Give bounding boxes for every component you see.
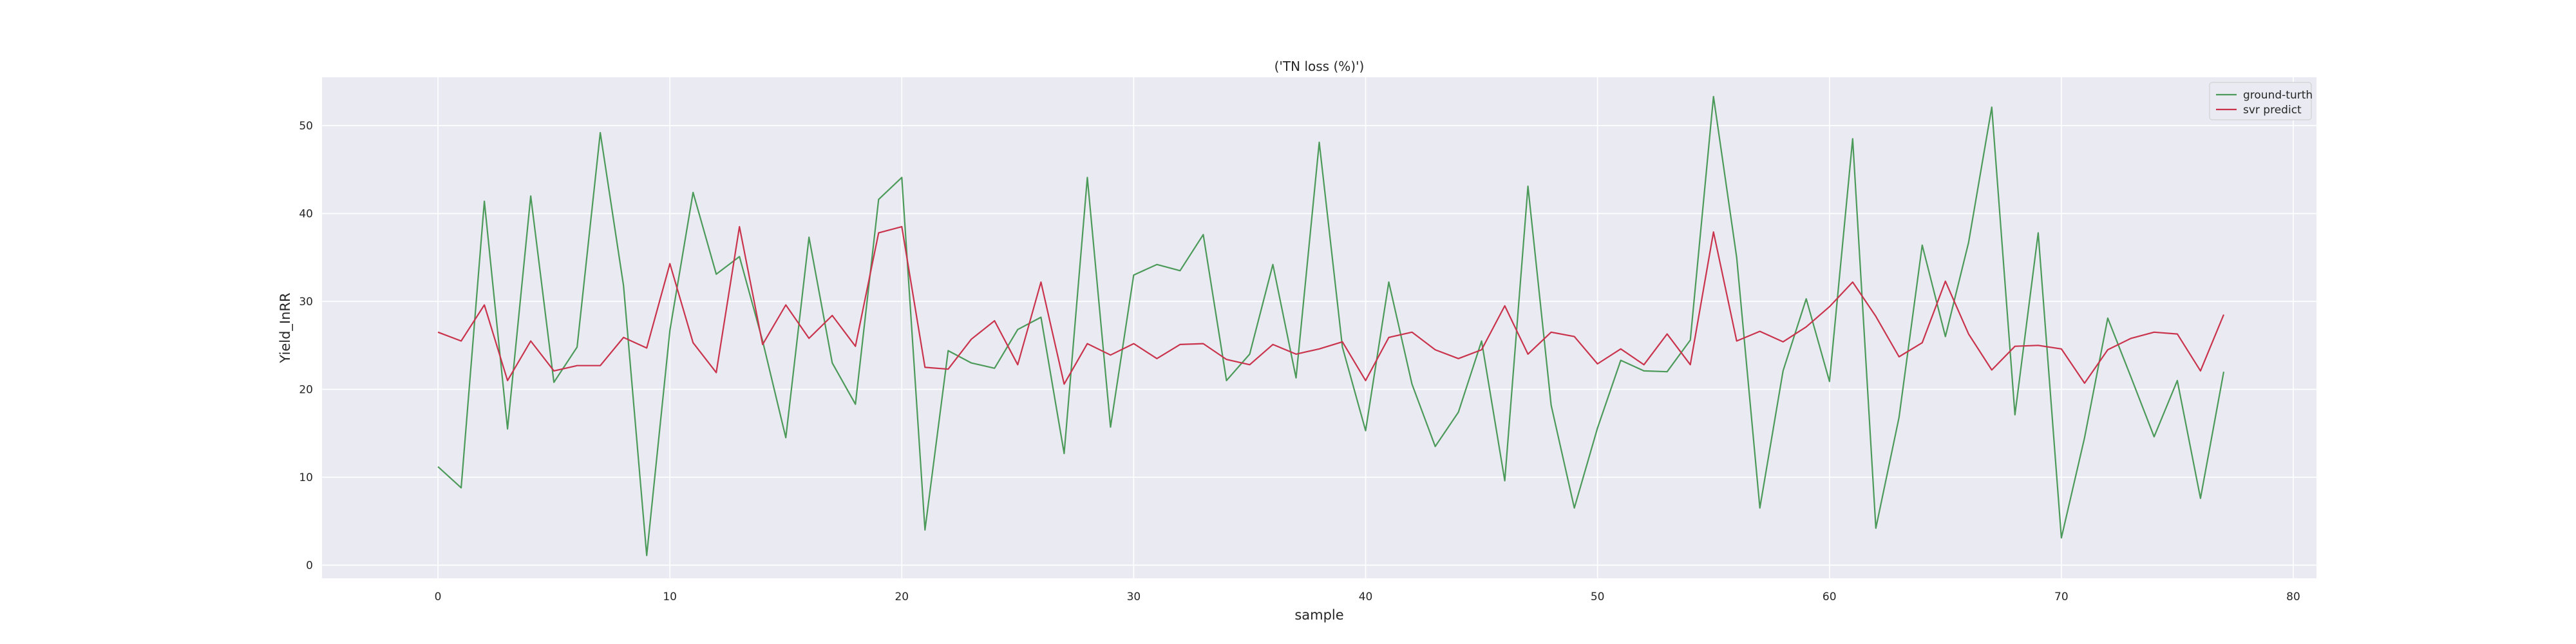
series-line-1	[437, 225, 2225, 385]
chart-title: ('TN loss (%)')	[1274, 59, 1365, 74]
grid-lines	[322, 77, 2316, 578]
legend-label: svr predict	[2243, 104, 2302, 117]
x-tick-label: 10	[663, 591, 677, 603]
x-tick-label: 60	[1823, 591, 1837, 603]
legend: ground-turth svr predict	[2209, 82, 2313, 120]
tick-labels: 0 10 20 30 40 50 60 70 80 0 10 20 30 40 50	[299, 120, 2300, 603]
x-axis-label: sample	[1294, 607, 1343, 623]
x-tick-label: 70	[2054, 591, 2069, 603]
legend-label: ground-turth	[2243, 89, 2313, 102]
series-line-0	[437, 95, 2225, 556]
y-tick-label: 50	[299, 120, 313, 133]
series-layer	[437, 95, 2225, 556]
x-tick-label: 30	[1127, 591, 1141, 603]
y-tick-label: 30	[299, 296, 313, 308]
y-tick-label: 20	[299, 384, 313, 397]
x-tick-label: 80	[2286, 591, 2300, 603]
x-tick-label: 40	[1359, 591, 1373, 603]
x-tick-label: 50	[1591, 591, 1605, 603]
y-tick-label: 40	[299, 208, 313, 221]
y-tick-label: 0	[306, 560, 313, 573]
y-tick-label: 10	[299, 471, 313, 484]
x-tick-label: 0	[435, 591, 442, 603]
plot-area	[322, 77, 2316, 578]
y-axis-label: Yield_InRR	[278, 292, 294, 363]
legend-box	[2209, 82, 2312, 120]
x-tick-label: 20	[895, 591, 909, 603]
